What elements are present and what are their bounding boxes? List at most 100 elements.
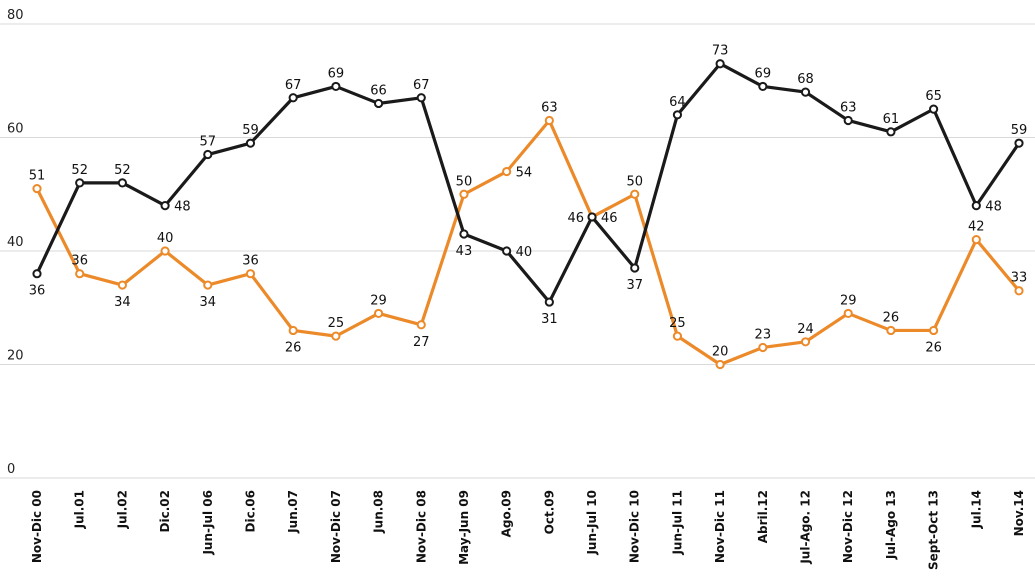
- data-point: [1014, 138, 1024, 148]
- y-axis-ticks: 0 20 40 60 80: [7, 8, 24, 477]
- data-label: 34: [114, 295, 131, 310]
- x-tick-label: Jul.01: [73, 490, 87, 529]
- x-tick-label: Sept-Oct 13: [927, 490, 941, 570]
- data-label: 36: [71, 254, 88, 269]
- x-tick-label: Nov-Dic 10: [628, 490, 642, 563]
- y-tick-label: 0: [7, 462, 15, 477]
- x-tick-label: Nov-Dic 12: [841, 490, 855, 563]
- data-label: 29: [840, 293, 857, 308]
- data-point: [971, 201, 981, 211]
- data-point: [117, 280, 127, 290]
- data-label: 68: [797, 72, 814, 87]
- data-label: 20: [712, 345, 729, 360]
- x-tick-label: Jun.08: [372, 490, 386, 534]
- data-point: [630, 189, 640, 199]
- data-point: [203, 149, 213, 160]
- x-tick-label: Nov.14: [1012, 490, 1026, 536]
- data-point: [416, 93, 426, 103]
- data-label: 36: [29, 284, 46, 299]
- data-point: [203, 280, 213, 290]
- data-label: 64: [669, 95, 686, 110]
- data-point: [886, 127, 896, 137]
- data-labels: 36 52 52 48 57 59 67 69 66 67 43 40 31 46 37 64 73 69 68 63…: [29, 44, 1028, 360]
- x-tick-label: Jun-Jul 06: [201, 490, 215, 556]
- x-tick-label: Dic.02: [158, 490, 172, 532]
- data-point: [587, 212, 597, 222]
- data-point: [843, 115, 853, 126]
- data-label: 59: [242, 123, 259, 138]
- series-1: [32, 115, 1024, 370]
- data-point: [117, 178, 127, 188]
- data-point: [75, 269, 85, 279]
- data-label: 43: [456, 244, 473, 259]
- data-point: [75, 178, 85, 188]
- series-0: [32, 59, 1024, 307]
- x-tick-label: Nov-Dic 07: [329, 490, 343, 563]
- data-label: 66: [370, 83, 387, 98]
- data-label: 57: [200, 135, 217, 150]
- data-point: [459, 189, 469, 199]
- data-point: [800, 87, 811, 97]
- x-tick-label: Dic.06: [243, 490, 257, 532]
- data-point: [886, 325, 896, 336]
- data-label: 50: [626, 174, 643, 189]
- data-label: 69: [328, 66, 345, 81]
- data-point: [800, 337, 811, 347]
- data-point: [843, 308, 853, 319]
- series-lines: [32, 59, 1024, 370]
- data-point: [331, 331, 341, 341]
- data-label: 59: [1011, 123, 1028, 138]
- data-point: [288, 93, 298, 103]
- x-tick-label: Jul.14: [969, 490, 983, 529]
- data-label: 25: [669, 316, 686, 331]
- x-tick-label: Jul.02: [115, 490, 129, 529]
- data-point: [331, 81, 341, 92]
- x-tick-label: Abril.12: [756, 490, 770, 543]
- data-point: [32, 183, 42, 194]
- data-label: 29: [370, 293, 387, 308]
- data-point: [630, 263, 640, 273]
- y-tick-label: 60: [7, 122, 24, 137]
- data-label: 54: [516, 166, 533, 181]
- data-label: 63: [840, 100, 857, 115]
- data-label: 48: [985, 200, 1002, 215]
- data-label: 26: [883, 310, 900, 325]
- data-point: [288, 325, 298, 336]
- data-point: [544, 297, 554, 307]
- data-label: 63: [541, 100, 558, 115]
- data-point: [459, 229, 469, 239]
- data-point: [1014, 286, 1024, 296]
- data-label: 40: [157, 231, 174, 246]
- data-label: 27: [413, 335, 430, 350]
- data-label: 42: [968, 220, 985, 235]
- data-label: 33: [1011, 271, 1028, 286]
- data-point: [32, 269, 42, 279]
- data-point: [373, 98, 384, 109]
- data-point: [373, 308, 384, 319]
- data-label: 25: [328, 316, 345, 331]
- data-point: [160, 246, 170, 256]
- y-tick-label: 20: [7, 349, 24, 364]
- data-label: 50: [456, 174, 473, 189]
- x-tick-label: Nov-Dic 00: [30, 490, 44, 563]
- data-point: [929, 104, 939, 114]
- data-label: 46: [567, 211, 584, 226]
- data-label: 40: [516, 245, 533, 260]
- data-label: 67: [285, 78, 302, 93]
- x-tick-label: Nov-Dic 11: [713, 490, 727, 563]
- x-tick-label: Jun-Jul 10: [585, 490, 599, 556]
- data-label: 36: [242, 254, 259, 269]
- data-point: [672, 331, 683, 341]
- data-label: 51: [29, 169, 46, 184]
- data-point: [715, 59, 725, 69]
- x-tick-label: Jul-Ago. 12: [799, 490, 813, 565]
- x-tick-label: Oct.09: [542, 490, 556, 534]
- data-label: 23: [755, 327, 772, 342]
- data-point: [544, 115, 554, 126]
- data-point: [758, 81, 768, 92]
- data-label: 69: [755, 66, 772, 81]
- x-tick-label: Ago.09: [500, 490, 514, 537]
- x-tick-label: May-Jun 09: [457, 490, 471, 565]
- series-line: [35, 62, 1021, 304]
- x-tick-label: Jun-Jul 11: [670, 490, 684, 556]
